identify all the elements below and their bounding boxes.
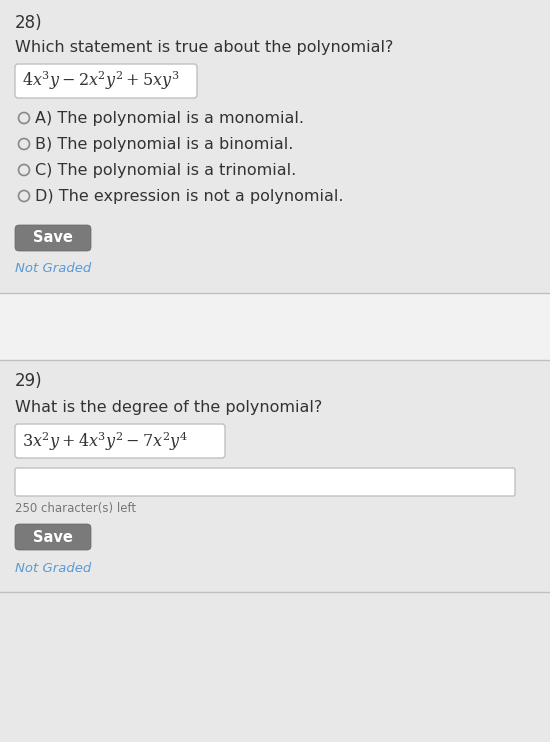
Text: Not Graded: Not Graded <box>15 262 91 275</box>
Text: What is the degree of the polynomial?: What is the degree of the polynomial? <box>15 400 322 415</box>
FancyBboxPatch shape <box>15 225 91 251</box>
Text: Not Graded: Not Graded <box>15 562 91 575</box>
Text: B) The polynomial is a binomial.: B) The polynomial is a binomial. <box>35 137 293 151</box>
Text: C) The polynomial is a trinomial.: C) The polynomial is a trinomial. <box>35 162 296 177</box>
FancyBboxPatch shape <box>15 524 91 550</box>
FancyBboxPatch shape <box>15 424 225 458</box>
Text: Save: Save <box>33 231 73 246</box>
Text: 250 character(s) left: 250 character(s) left <box>15 502 136 515</box>
Text: $4x^3y-2x^2y^2+5xy^3$: $4x^3y-2x^2y^2+5xy^3$ <box>22 70 180 92</box>
FancyBboxPatch shape <box>15 468 515 496</box>
FancyBboxPatch shape <box>15 64 197 98</box>
Text: 28): 28) <box>15 14 43 32</box>
Text: Save: Save <box>33 530 73 545</box>
Bar <box>0 293 550 360</box>
Text: 29): 29) <box>15 372 43 390</box>
Text: D) The expression is not a polynomial.: D) The expression is not a polynomial. <box>35 188 344 203</box>
Text: $3x^2y+4x^3y^2-7x^2y^4$: $3x^2y+4x^3y^2-7x^2y^4$ <box>22 430 188 453</box>
Text: A) The polynomial is a monomial.: A) The polynomial is a monomial. <box>35 111 304 125</box>
Text: Which statement is true about the polynomial?: Which statement is true about the polyno… <box>15 40 393 55</box>
